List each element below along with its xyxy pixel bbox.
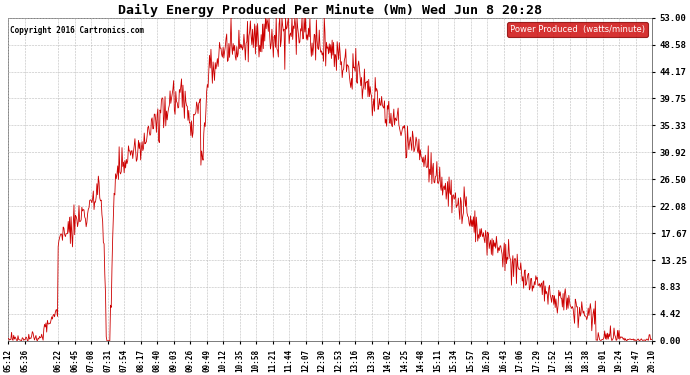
Text: Copyright 2016 Cartronics.com: Copyright 2016 Cartronics.com — [10, 26, 144, 35]
Title: Daily Energy Produced Per Minute (Wm) Wed Jun 8 20:28: Daily Energy Produced Per Minute (Wm) We… — [118, 3, 542, 16]
Legend: Power Produced  (watts/minute): Power Produced (watts/minute) — [507, 22, 648, 37]
